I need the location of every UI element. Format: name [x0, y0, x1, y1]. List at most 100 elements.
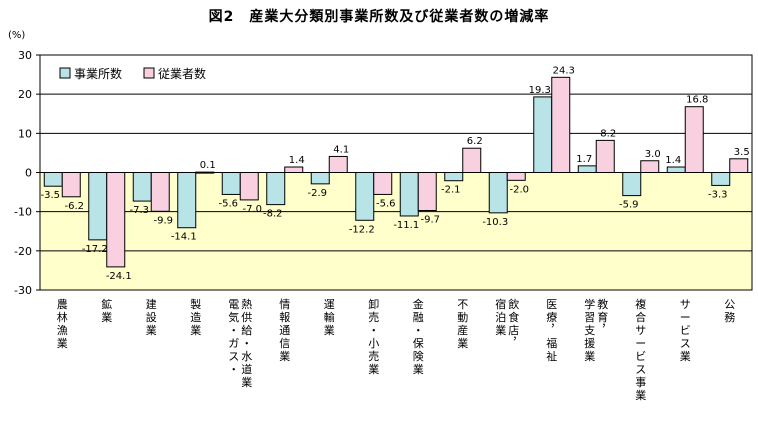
- category-char: 産: [457, 324, 468, 337]
- data-label: 1.4: [665, 155, 681, 166]
- category-char: 動: [457, 310, 468, 324]
- category-char: ・: [241, 337, 252, 350]
- category-char: 業: [584, 350, 595, 363]
- category-char: ス: [228, 350, 239, 363]
- legend-swatch: [143, 67, 155, 79]
- data-labels: -3.5 -17.2 -7.3 -14.1 -5.6 -8.2 -2.9 -12.2 -11.1…: [40, 65, 749, 282]
- bar-employees: [462, 147, 482, 173]
- category-label: 鉱業: [101, 297, 112, 324]
- data-label: 8.2: [600, 128, 616, 139]
- category-char: 店: [508, 323, 519, 337]
- category-char: 業: [190, 324, 201, 337]
- data-label: -2.1: [441, 185, 461, 196]
- category-char: 通: [279, 324, 290, 337]
- category-char: ，: [550, 316, 561, 329]
- category-char: 金: [413, 297, 424, 311]
- category-label: 公務: [724, 298, 735, 324]
- bar-establishments: [533, 96, 553, 173]
- category-char: 教: [597, 298, 608, 311]
- category-char: 融: [413, 311, 424, 324]
- bar-employees: [595, 139, 615, 173]
- bar-employees: [684, 106, 704, 173]
- category-char: 福: [546, 336, 557, 350]
- data-label: -17.2: [82, 244, 108, 255]
- category-char: 業: [457, 337, 468, 350]
- category-char: 業: [146, 324, 157, 337]
- data-label: 6.2: [467, 136, 483, 147]
- category-char: 療: [546, 310, 557, 324]
- data-label: 1.4: [289, 155, 305, 166]
- category-char: 輸: [324, 310, 335, 324]
- chart-title: 図2 産業大分類別事業所数及び従業者数の増減率: [208, 9, 550, 25]
- category-char: 運: [324, 298, 335, 311]
- data-label: -2.0: [509, 184, 529, 195]
- legend-label: 事業所数: [74, 66, 122, 81]
- category-char: 業: [635, 389, 646, 402]
- axes: 30 20 10 0 -10 -20 -30: [14, 49, 753, 297]
- category-char: 水: [241, 350, 252, 363]
- data-label: -12.2: [349, 224, 375, 235]
- category-char: 泊: [495, 311, 506, 324]
- bar-establishments: [221, 172, 241, 195]
- category-char: ，: [512, 329, 523, 342]
- plot-frame: [39, 54, 753, 291]
- category-char: ス: [680, 337, 691, 350]
- category-label: 金融・保険業: [413, 297, 424, 376]
- bar-establishments: [177, 172, 197, 229]
- category-char: 鉱: [101, 297, 112, 311]
- category-char: 業: [279, 350, 290, 363]
- data-label: -10.3: [482, 217, 508, 228]
- category-char: ビ: [680, 324, 691, 337]
- y-tick-label: -20: [14, 245, 32, 258]
- category-label: 飲食店， 宿泊業: [495, 297, 523, 342]
- category-char: 業: [241, 376, 252, 389]
- bar-employees: [417, 172, 437, 211]
- category-label: 医療， 福祉: [546, 298, 561, 363]
- category-char: 援: [584, 336, 595, 350]
- bar-establishments: [43, 172, 63, 187]
- category-char: 造: [190, 310, 201, 324]
- category-char: 農: [57, 297, 68, 311]
- bar-establishments: [355, 172, 375, 221]
- bar-employees: [239, 172, 259, 201]
- data-label: -3.5: [40, 190, 60, 201]
- category-char: 給: [241, 323, 252, 337]
- category-char: 事: [635, 376, 646, 389]
- bar-establishments: [88, 172, 108, 241]
- bar-employees: [328, 155, 348, 173]
- category-labels: 農林漁業鉱業建設業製造業熱供給・水道業電気・ガス・情報通信業運輸業卸売・小売業金…: [57, 297, 736, 402]
- data-label: 4.1: [333, 144, 349, 155]
- category-char: 建: [146, 297, 157, 311]
- data-label: -5.9: [619, 200, 639, 211]
- bar-establishments: [622, 172, 642, 197]
- category-char: 情: [279, 298, 290, 311]
- data-label: 19.3: [529, 85, 551, 96]
- category-char: 保: [413, 336, 424, 350]
- category-char: ・: [228, 363, 239, 376]
- legend-label: 従業者数: [158, 66, 206, 81]
- bar-establishments: [488, 172, 508, 214]
- data-label: -2.9: [307, 188, 327, 199]
- category-char: 険: [413, 350, 424, 363]
- category-char: ・: [413, 324, 424, 337]
- category-char: 業: [57, 337, 68, 350]
- category-char: ー: [635, 337, 646, 350]
- data-label: 1.7: [576, 154, 592, 165]
- category-char: 育: [597, 310, 608, 324]
- data-label: -24.1: [106, 271, 132, 282]
- category-char: 設: [146, 310, 157, 324]
- data-label: 0.1: [200, 160, 216, 171]
- category-char: 供: [241, 310, 252, 324]
- category-char: サ: [635, 324, 646, 337]
- category-char: 電: [228, 298, 239, 311]
- category-char: 支: [584, 324, 595, 337]
- bar-employees: [640, 160, 660, 173]
- category-char: 小: [368, 337, 379, 350]
- category-label: 卸売・小売業: [368, 297, 379, 376]
